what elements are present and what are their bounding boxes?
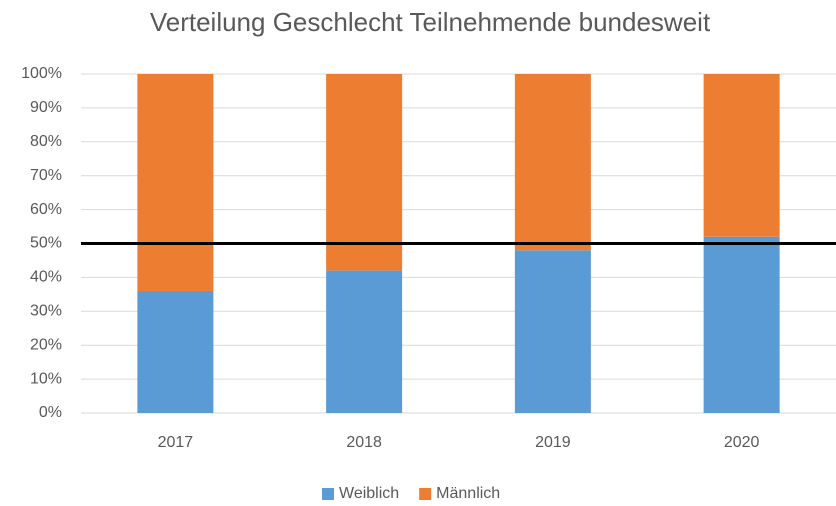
legend-swatch (322, 488, 334, 500)
bar-segment (137, 74, 214, 291)
bar-segment (703, 236, 780, 413)
y-tick-label: 90% (30, 99, 62, 116)
bar-segment (514, 74, 591, 251)
x-tick-label: 2020 (724, 434, 760, 451)
y-tick-label: 100% (21, 65, 62, 82)
bar-segment (326, 74, 403, 271)
bar-segment (703, 74, 780, 237)
y-tick-label: 40% (30, 269, 62, 286)
bar-segment (137, 290, 214, 413)
y-tick-label: 60% (30, 201, 62, 218)
y-tick-label: 10% (30, 370, 62, 387)
x-tick-label: 2018 (346, 434, 382, 451)
y-tick-label: 70% (30, 167, 62, 184)
chart-title: Verteilung Geschlecht Teilnehmende bunde… (150, 7, 711, 37)
y-tick-label: 50% (30, 235, 62, 252)
x-tick-label: 2019 (535, 434, 571, 451)
y-tick-label: 80% (30, 133, 62, 150)
y-tick-label: 30% (30, 303, 62, 320)
y-tick-label: 20% (30, 336, 62, 353)
legend-swatch (419, 488, 432, 500)
x-tick-label: 2017 (158, 434, 194, 451)
bar-segment (326, 270, 403, 413)
legend-label: Weiblich (339, 485, 399, 502)
legend-label: Männlich (436, 485, 500, 502)
bar-segment (514, 250, 591, 413)
y-tick-label: 0% (39, 404, 62, 421)
